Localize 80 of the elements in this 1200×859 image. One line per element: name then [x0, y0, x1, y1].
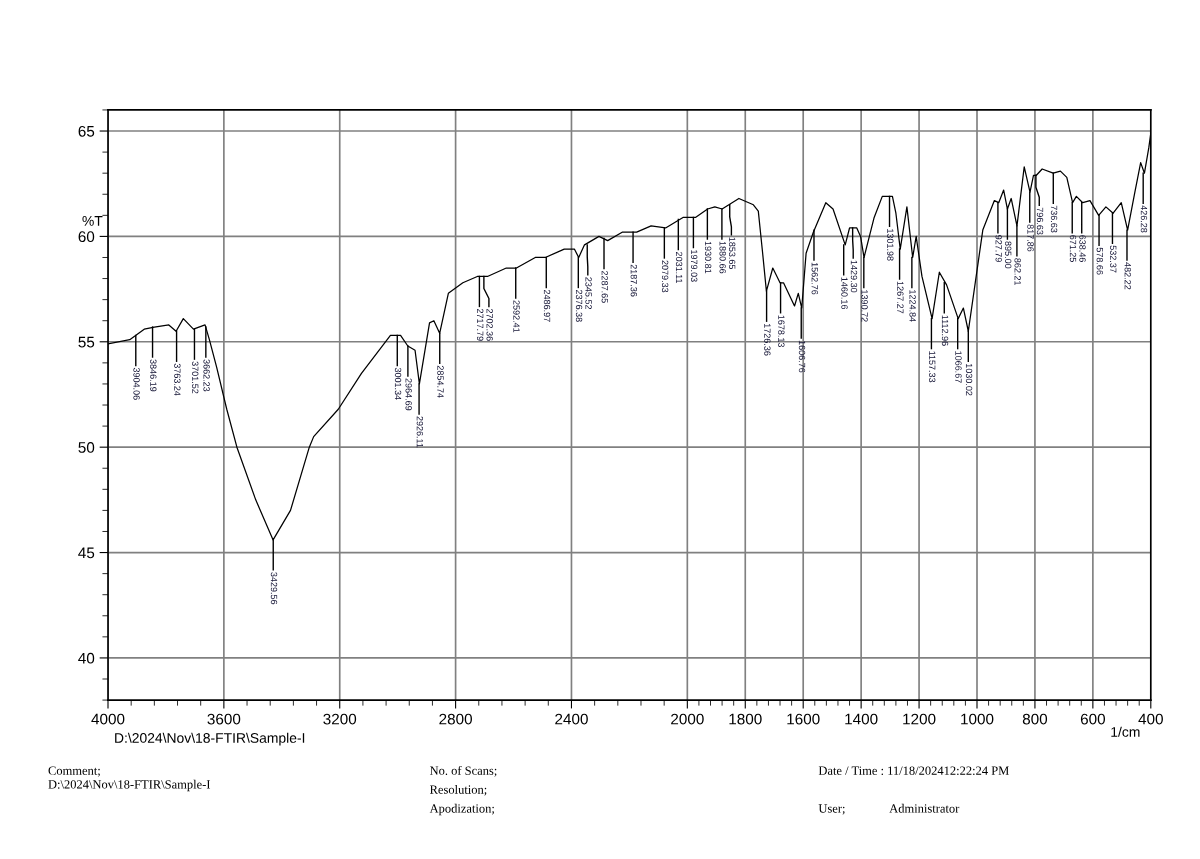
x-axis-title: 1/cm	[1111, 726, 1140, 737]
annotation: 2031.11	[675, 252, 683, 284]
annotation: 2964.69	[405, 378, 412, 411]
annotation: 1267.27	[897, 281, 904, 314]
annotation: 2702.36	[486, 308, 493, 341]
text: Date / Time : 11/18/202412:22:24 PM	[818, 766, 1009, 775]
y-tick-label: 50	[78, 442, 95, 453]
annotation: 736.63	[1050, 205, 1058, 233]
annotation: 796.63	[1036, 207, 1044, 235]
annotation: 2926.11	[416, 416, 424, 448]
annotation: 2187.36	[630, 264, 638, 297]
text: Administrator	[889, 803, 960, 813]
x-tick-label: 3600	[207, 713, 241, 725]
x-tick-label: 800	[1022, 713, 1048, 725]
text: D:\2024\Nov\18-FTIR\Sample-I	[48, 779, 211, 792]
x-tick-label: 2400	[555, 713, 588, 725]
x-tick-label: 4000	[91, 713, 125, 725]
text: No. of Scans;	[429, 765, 497, 777]
y-tick-label: 45	[78, 547, 95, 559]
annotation: 3763.24	[174, 363, 181, 396]
x-tick-label: 3200	[323, 713, 357, 725]
annotation: 3904.06	[133, 367, 140, 400]
annotation: 2717.79	[476, 308, 484, 341]
y-tick-label: 55	[78, 336, 95, 348]
x-tick-label: 1200	[903, 713, 936, 725]
annotation: 638.46	[1079, 235, 1086, 262]
annotation: 1979.03	[690, 250, 698, 282]
annotation: 927.79	[995, 235, 1002, 262]
annotation: 1853.65	[728, 237, 736, 270]
x-tick-label: 400	[1138, 713, 1163, 725]
annotation: 1726.36	[764, 323, 771, 356]
annotation: 2079.33	[661, 260, 669, 293]
annotation: 3701.52	[192, 361, 199, 394]
annotation: 1678.13	[778, 315, 785, 348]
annotation: 1429.30	[850, 260, 858, 293]
annotation: 817.86	[1027, 224, 1034, 252]
annotation: 482.22	[1124, 262, 1131, 290]
annotation: 578.66	[1096, 247, 1104, 275]
annotation: 1390.72	[861, 290, 868, 322]
x-tick-label: 1800	[729, 713, 762, 725]
text: D:\2024\Nov\18-FTIR\Sample-I	[115, 732, 305, 746]
annotation: 2592.41	[513, 300, 520, 333]
x-tick-label: 1400	[845, 713, 878, 725]
y-tick-label: 40	[78, 652, 95, 664]
annotation: 532.37	[1110, 245, 1117, 273]
annotation: 1562.76	[811, 262, 818, 295]
text: Resolution;	[429, 784, 487, 796]
annotation: 3846.19	[150, 359, 157, 392]
annotation: 2287.65	[601, 270, 608, 303]
annotation: 1880.66	[719, 241, 726, 274]
x-tick-label: 1000	[961, 713, 994, 725]
annotation: 862.21	[1014, 258, 1021, 286]
annotation: 3429.56	[270, 572, 278, 605]
text: Apodization;	[429, 803, 494, 816]
y-tick-label: 65	[78, 125, 95, 137]
text: User;	[818, 804, 845, 815]
y-tick-label: 60	[78, 231, 95, 243]
x-tick-label: 2800	[439, 713, 472, 725]
annotation: 2486.97	[543, 289, 551, 322]
annotation: 3001.34	[394, 367, 402, 400]
y-axis-title: %T	[82, 216, 103, 226]
annotation: 1224.84	[909, 290, 916, 322]
annotation: 1930.81	[704, 241, 712, 274]
annotation: 1301.98	[887, 229, 894, 261]
x-tick-label: 1600	[787, 713, 820, 725]
annotation: 3662.23	[203, 359, 210, 392]
annotation: 426.28	[1140, 205, 1148, 233]
annotation: 2376.38	[575, 289, 583, 322]
annotation: 1112.96	[941, 315, 949, 346]
annotation: 671.25	[1069, 235, 1077, 262]
annotation: 1030.02	[965, 363, 973, 396]
annotation: 2345.52	[585, 277, 592, 310]
annotation: 1157.33	[929, 351, 936, 383]
x-tick-label: 2000	[671, 713, 704, 725]
annotation: 1066.67	[955, 351, 962, 383]
annotation: 1460.16	[841, 277, 848, 310]
text: Comment;	[48, 766, 100, 777]
x-tick-label: 600	[1080, 713, 1106, 725]
annotation: 895.00	[1004, 241, 1012, 269]
annotation: 2854.74	[437, 365, 444, 398]
